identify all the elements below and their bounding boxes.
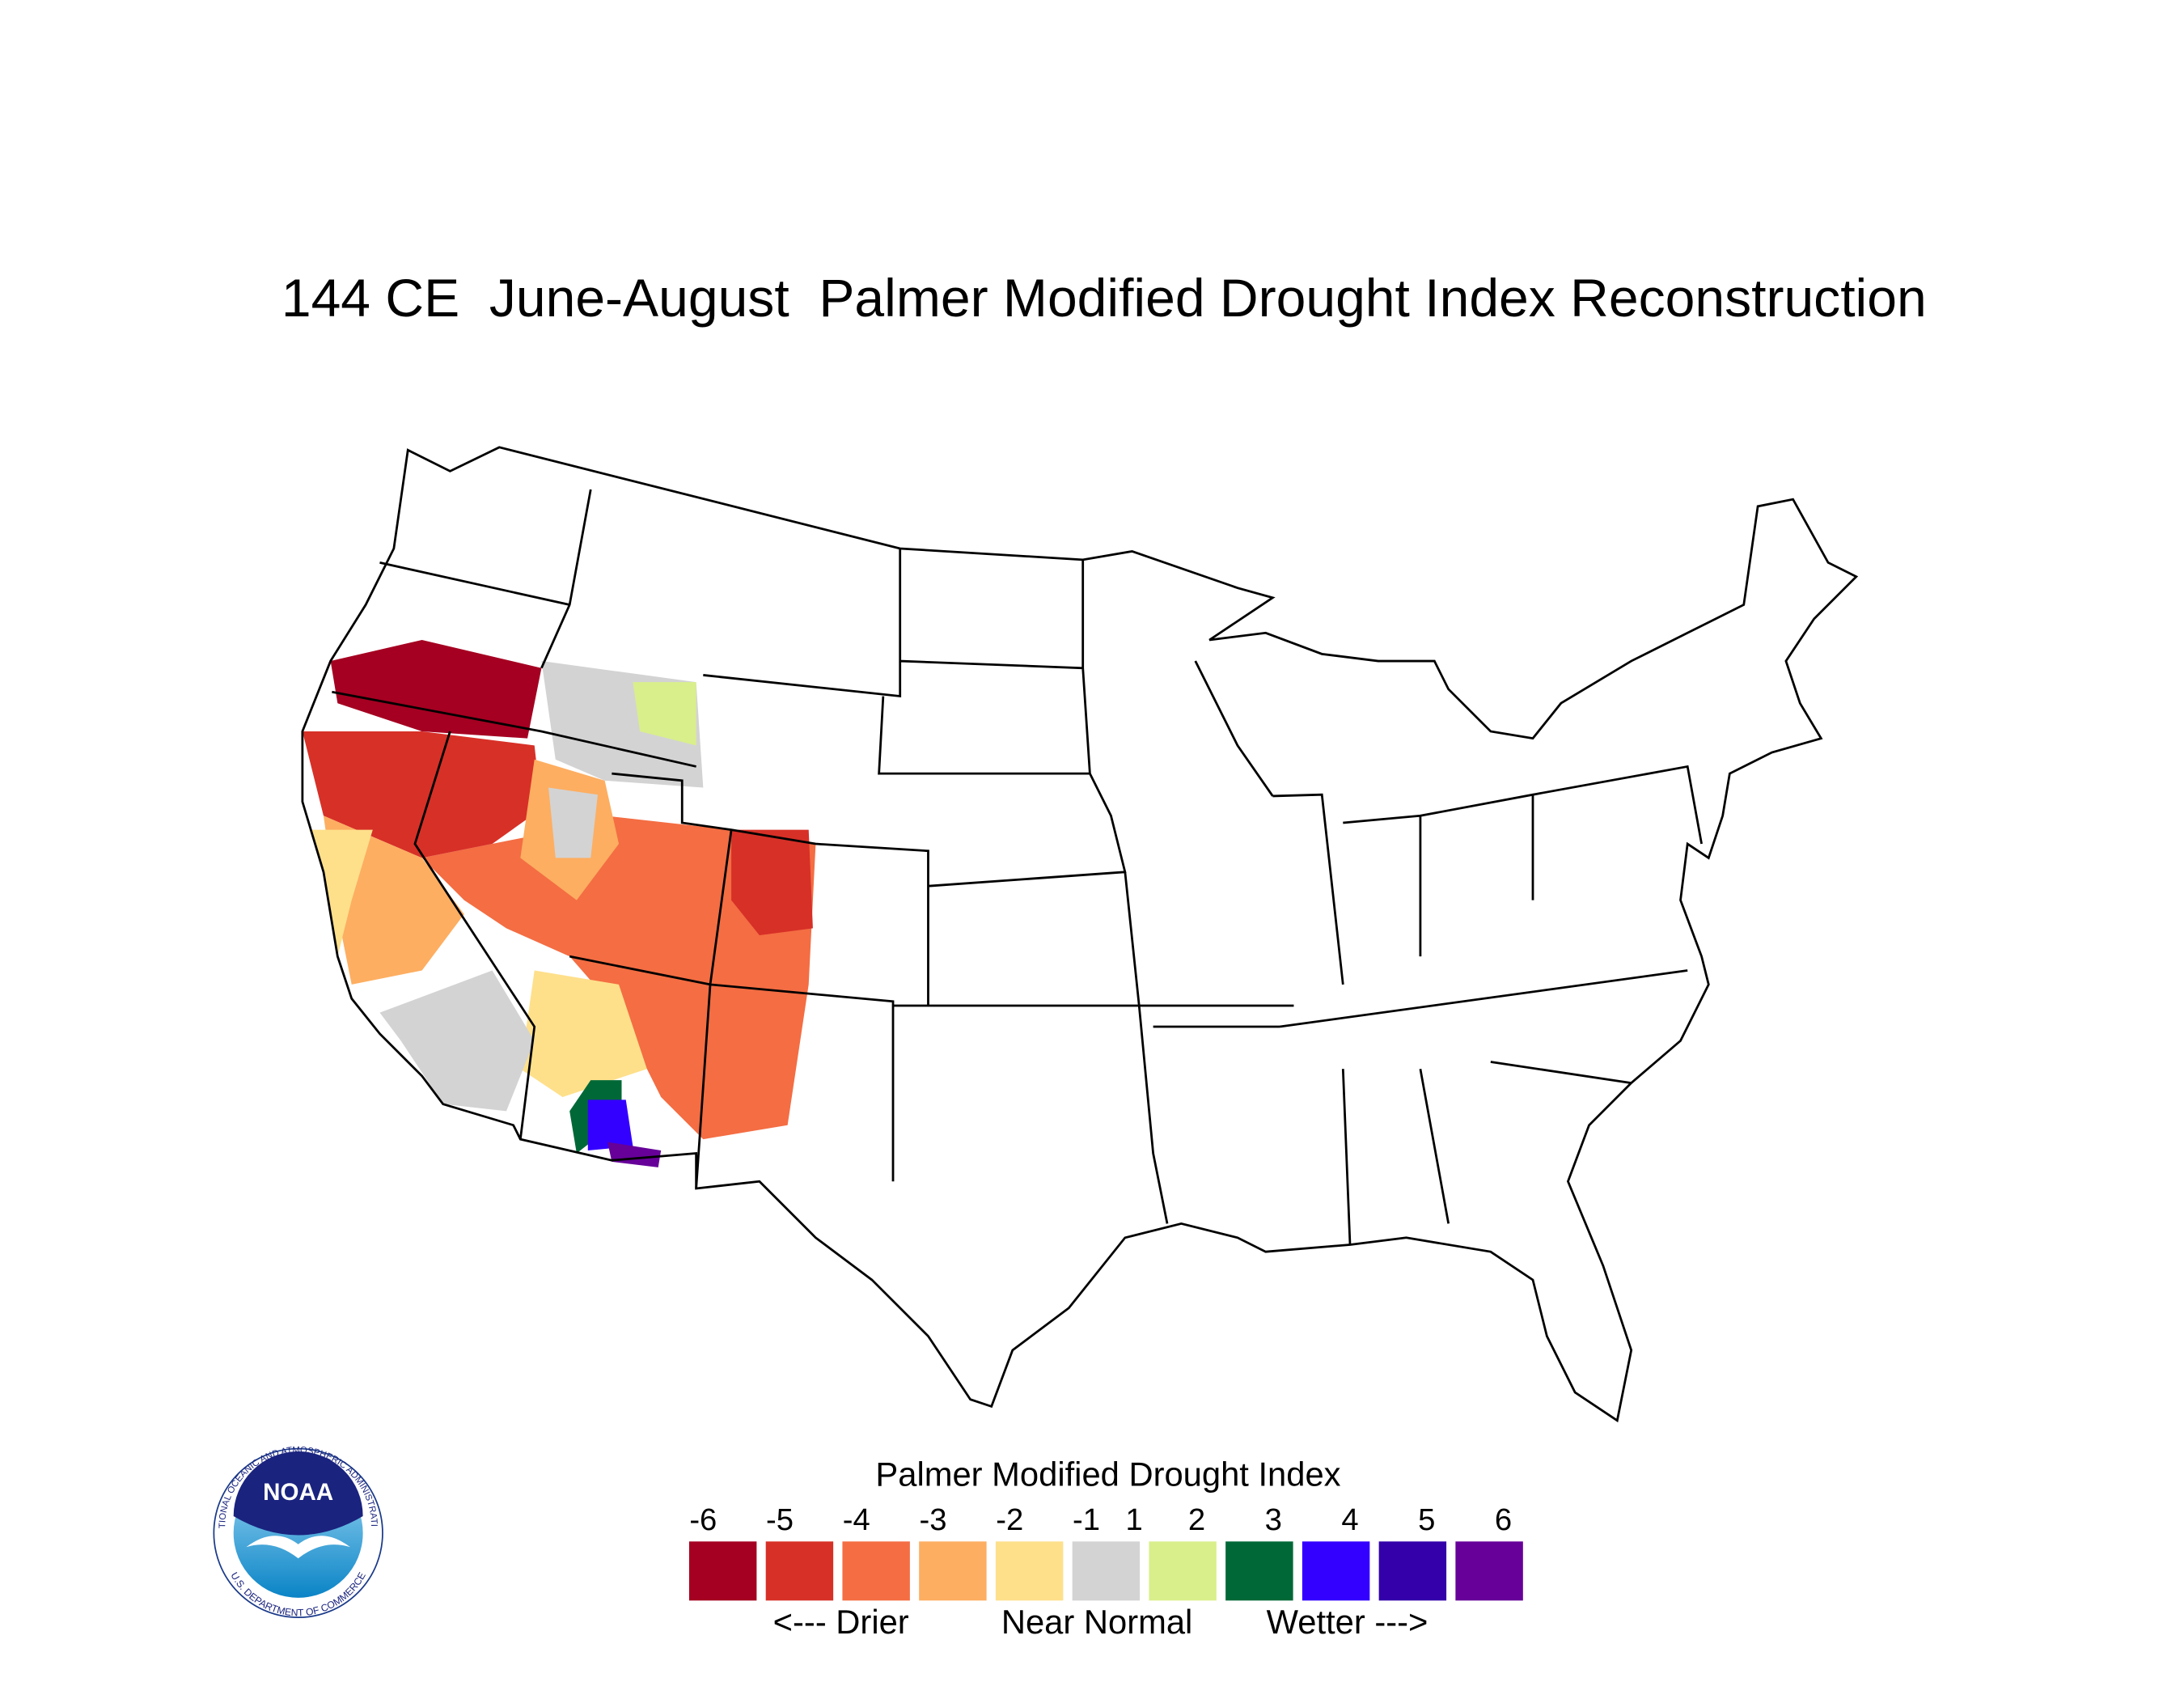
legend-swatch [842, 1541, 910, 1601]
legend-swatch [1225, 1541, 1293, 1601]
legend-annotation: Near Normal [1001, 1603, 1192, 1641]
legend-tick-label: 4 [1341, 1502, 1358, 1537]
legend-tick-label: -5 [766, 1502, 794, 1537]
legend-tick-label: 6 [1495, 1502, 1512, 1537]
legend-swatch [1072, 1541, 1141, 1601]
legend-tick-label: -4 [843, 1502, 870, 1537]
state-lines [332, 489, 1703, 1245]
region [548, 787, 598, 858]
logo-bird [246, 1536, 350, 1559]
legend-tick-label: -2 [996, 1502, 1023, 1537]
legend-tick-label: 2 [1188, 1502, 1205, 1537]
logo-name: NOAA [263, 1479, 333, 1506]
region [587, 1099, 633, 1151]
logo-top [233, 1451, 363, 1536]
region [421, 816, 816, 1140]
legend-tick-label: -3 [920, 1502, 947, 1537]
title: 144 CE June-August Palmer Modified Droug… [281, 268, 1927, 328]
legend-swatch [1455, 1541, 1523, 1601]
legend-annotation: <--- Drier [773, 1603, 909, 1641]
legend-tick-label: -1 [1073, 1502, 1100, 1537]
region [520, 970, 647, 1097]
legend-title: Palmer Modified Drought Index [875, 1455, 1340, 1493]
region [302, 731, 542, 858]
legend-tick-label: -6 [689, 1502, 717, 1537]
region [309, 829, 373, 957]
legend-tick-label: 5 [1418, 1502, 1435, 1537]
region [731, 829, 813, 936]
region [379, 970, 535, 1112]
legend-swatch [995, 1541, 1064, 1601]
legend-swatch [1302, 1541, 1370, 1601]
legend-annotation: Wetter ---> [1267, 1603, 1428, 1641]
legend-swatch [1149, 1541, 1217, 1601]
legend-tick-label: 3 [1265, 1502, 1282, 1537]
legend-swatch [919, 1541, 987, 1601]
legend-swatch [1378, 1541, 1447, 1601]
state-boundaries [301, 446, 1859, 1423]
drought-field [302, 639, 816, 1167]
region [607, 1142, 662, 1167]
legend-swatch [765, 1541, 834, 1601]
region [633, 682, 696, 746]
legend-swatch [688, 1541, 757, 1601]
legend-tick-label: 1 [1126, 1502, 1143, 1537]
legend: Palmer Modified Drought Index -6 -5 -4 -3 -2… [688, 1455, 1523, 1641]
region [330, 639, 542, 739]
